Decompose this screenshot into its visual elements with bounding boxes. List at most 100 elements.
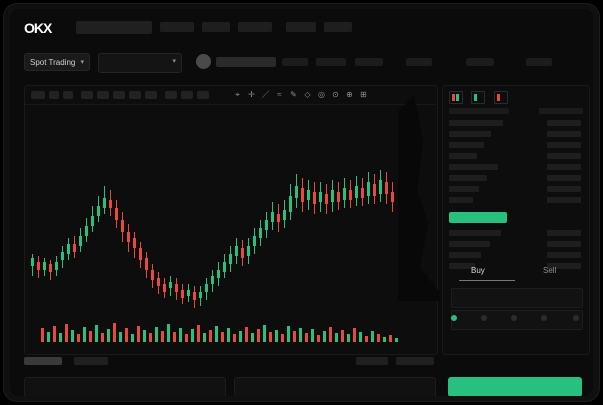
volume-bar [191, 329, 194, 342]
chart-timeframe-10[interactable] [197, 91, 209, 99]
order-book-bid-amount [547, 263, 581, 269]
candlestick-chart[interactable] [25, 104, 435, 354]
candle [283, 200, 286, 228]
order-book-ask-row[interactable] [449, 175, 488, 181]
order-book-ask-amount [547, 164, 581, 170]
order-book-bid-row[interactable] [449, 252, 482, 258]
chart-timeframe-2[interactable] [63, 91, 73, 99]
tab-hide-other-pairs[interactable] [396, 357, 434, 365]
price-chart-panel[interactable]: ⌖ ✛ ／ ≈ ✎ ◇ ◎ ⊙ ⊕ ⊞ [24, 85, 438, 355]
candle [217, 262, 220, 286]
chart-timeframe-5[interactable] [113, 91, 125, 99]
volume-bar [221, 332, 224, 342]
chart-timeframe-6[interactable] [129, 91, 141, 99]
order-book-ask-amount [547, 186, 581, 192]
crosshair-icon[interactable]: ✛ [248, 90, 255, 99]
order-book-ask-amount [547, 131, 581, 137]
pair-selector[interactable]: ▾ [98, 53, 182, 73]
tab-buy[interactable]: Buy [471, 266, 485, 275]
chart-timeframe-7[interactable] [145, 91, 157, 99]
nav-item-buy-crypto[interactable] [160, 22, 194, 32]
volume-bar [287, 326, 290, 342]
book-both-icon[interactable] [449, 91, 463, 104]
tab-open-orders[interactable] [24, 357, 62, 365]
volume-bar [101, 333, 104, 342]
tab-sell[interactable]: Sell [543, 266, 557, 275]
amount-slider[interactable] [443, 312, 589, 324]
candle [235, 238, 238, 264]
chart-timeframe-3[interactable] [81, 91, 93, 99]
tab-filter[interactable] [356, 357, 388, 365]
order-book-ask-row[interactable] [449, 153, 477, 159]
chart-timeframe-4[interactable] [97, 91, 109, 99]
candle [373, 174, 376, 204]
slider-dot-75[interactable] [541, 315, 547, 321]
order-book-ask-amount [547, 153, 581, 159]
nav-item-markets[interactable] [202, 22, 230, 32]
top-navigation-bar: OKX [10, 9, 593, 45]
order-book-ask-row[interactable] [449, 142, 484, 148]
search-input[interactable] [76, 21, 152, 34]
candle [205, 278, 208, 300]
order-book-ask-row[interactable] [449, 131, 491, 137]
order-book-ask-row[interactable] [449, 164, 499, 170]
volume-bar [263, 325, 266, 342]
buy-button[interactable] [448, 377, 582, 396]
nav-item-trade[interactable] [238, 22, 272, 32]
candle [301, 178, 304, 212]
candle [121, 212, 124, 242]
candle [43, 258, 46, 276]
camera-icon[interactable]: ⊞ [360, 90, 367, 99]
slider-dot-100[interactable] [573, 315, 579, 321]
orders-empty-panel-right [234, 377, 436, 396]
chart-timeframe-8[interactable] [165, 91, 177, 99]
brush-icon[interactable]: ✎ [290, 90, 297, 99]
trading-mode-selector[interactable]: Spot Trading ▾ [24, 53, 90, 71]
order-book-panel[interactable]: Buy Sell [442, 85, 590, 355]
chart-timeframe-1[interactable] [49, 91, 59, 99]
order-book-ask-row[interactable] [449, 186, 479, 192]
volume-bar [53, 326, 56, 342]
orders-empty-panel-left [24, 377, 226, 396]
okx-logo[interactable]: OKX [24, 20, 52, 36]
slider-dot-0[interactable] [451, 315, 457, 321]
pair-name-label [216, 57, 276, 67]
stat-24h-high [355, 58, 383, 66]
cursor-icon[interactable]: ⌖ [235, 90, 240, 99]
volume-bar [365, 336, 368, 342]
candle [193, 286, 196, 308]
order-price-field[interactable] [451, 288, 583, 308]
fib-icon[interactable]: ≈ [277, 90, 282, 99]
lock-icon[interactable]: ⊙ [332, 90, 339, 99]
volume-bar [77, 334, 80, 342]
order-book-bid-row[interactable] [449, 263, 476, 269]
magnet-icon[interactable]: ◇ [304, 90, 311, 99]
candle [241, 240, 244, 266]
slider-dot-50[interactable] [511, 315, 517, 321]
candle [73, 236, 76, 258]
candle [127, 224, 130, 252]
slider-dot-25[interactable] [481, 315, 487, 321]
orders-tab-bar[interactable] [24, 355, 434, 369]
order-book-bid-row[interactable] [449, 230, 501, 236]
trash-icon[interactable]: ⊕ [346, 90, 353, 99]
buy-sell-tabs[interactable]: Buy Sell [443, 262, 589, 284]
order-book-bid-row[interactable] [449, 241, 490, 247]
order-book-ask-row[interactable] [449, 197, 473, 203]
candle [157, 272, 160, 294]
trendline-icon[interactable]: ／ [261, 90, 270, 99]
chart-timeframe-9[interactable] [181, 91, 193, 99]
eye-icon[interactable]: ◎ [318, 90, 325, 99]
order-book-ask-row[interactable] [449, 120, 503, 126]
candle [223, 254, 226, 278]
tab-order-history[interactable] [74, 357, 108, 365]
active-tab-underline [459, 280, 515, 281]
book-buy-icon[interactable] [471, 91, 486, 104]
candle [277, 204, 280, 232]
chart-timeframe-0[interactable] [31, 91, 45, 99]
nav-item-more[interactable] [324, 22, 352, 32]
chevron-down-icon: ▾ [172, 58, 176, 65]
order-book-view-tabs[interactable] [449, 91, 512, 104]
book-sell-icon[interactable] [493, 91, 508, 104]
nav-item-earn[interactable] [286, 22, 316, 32]
